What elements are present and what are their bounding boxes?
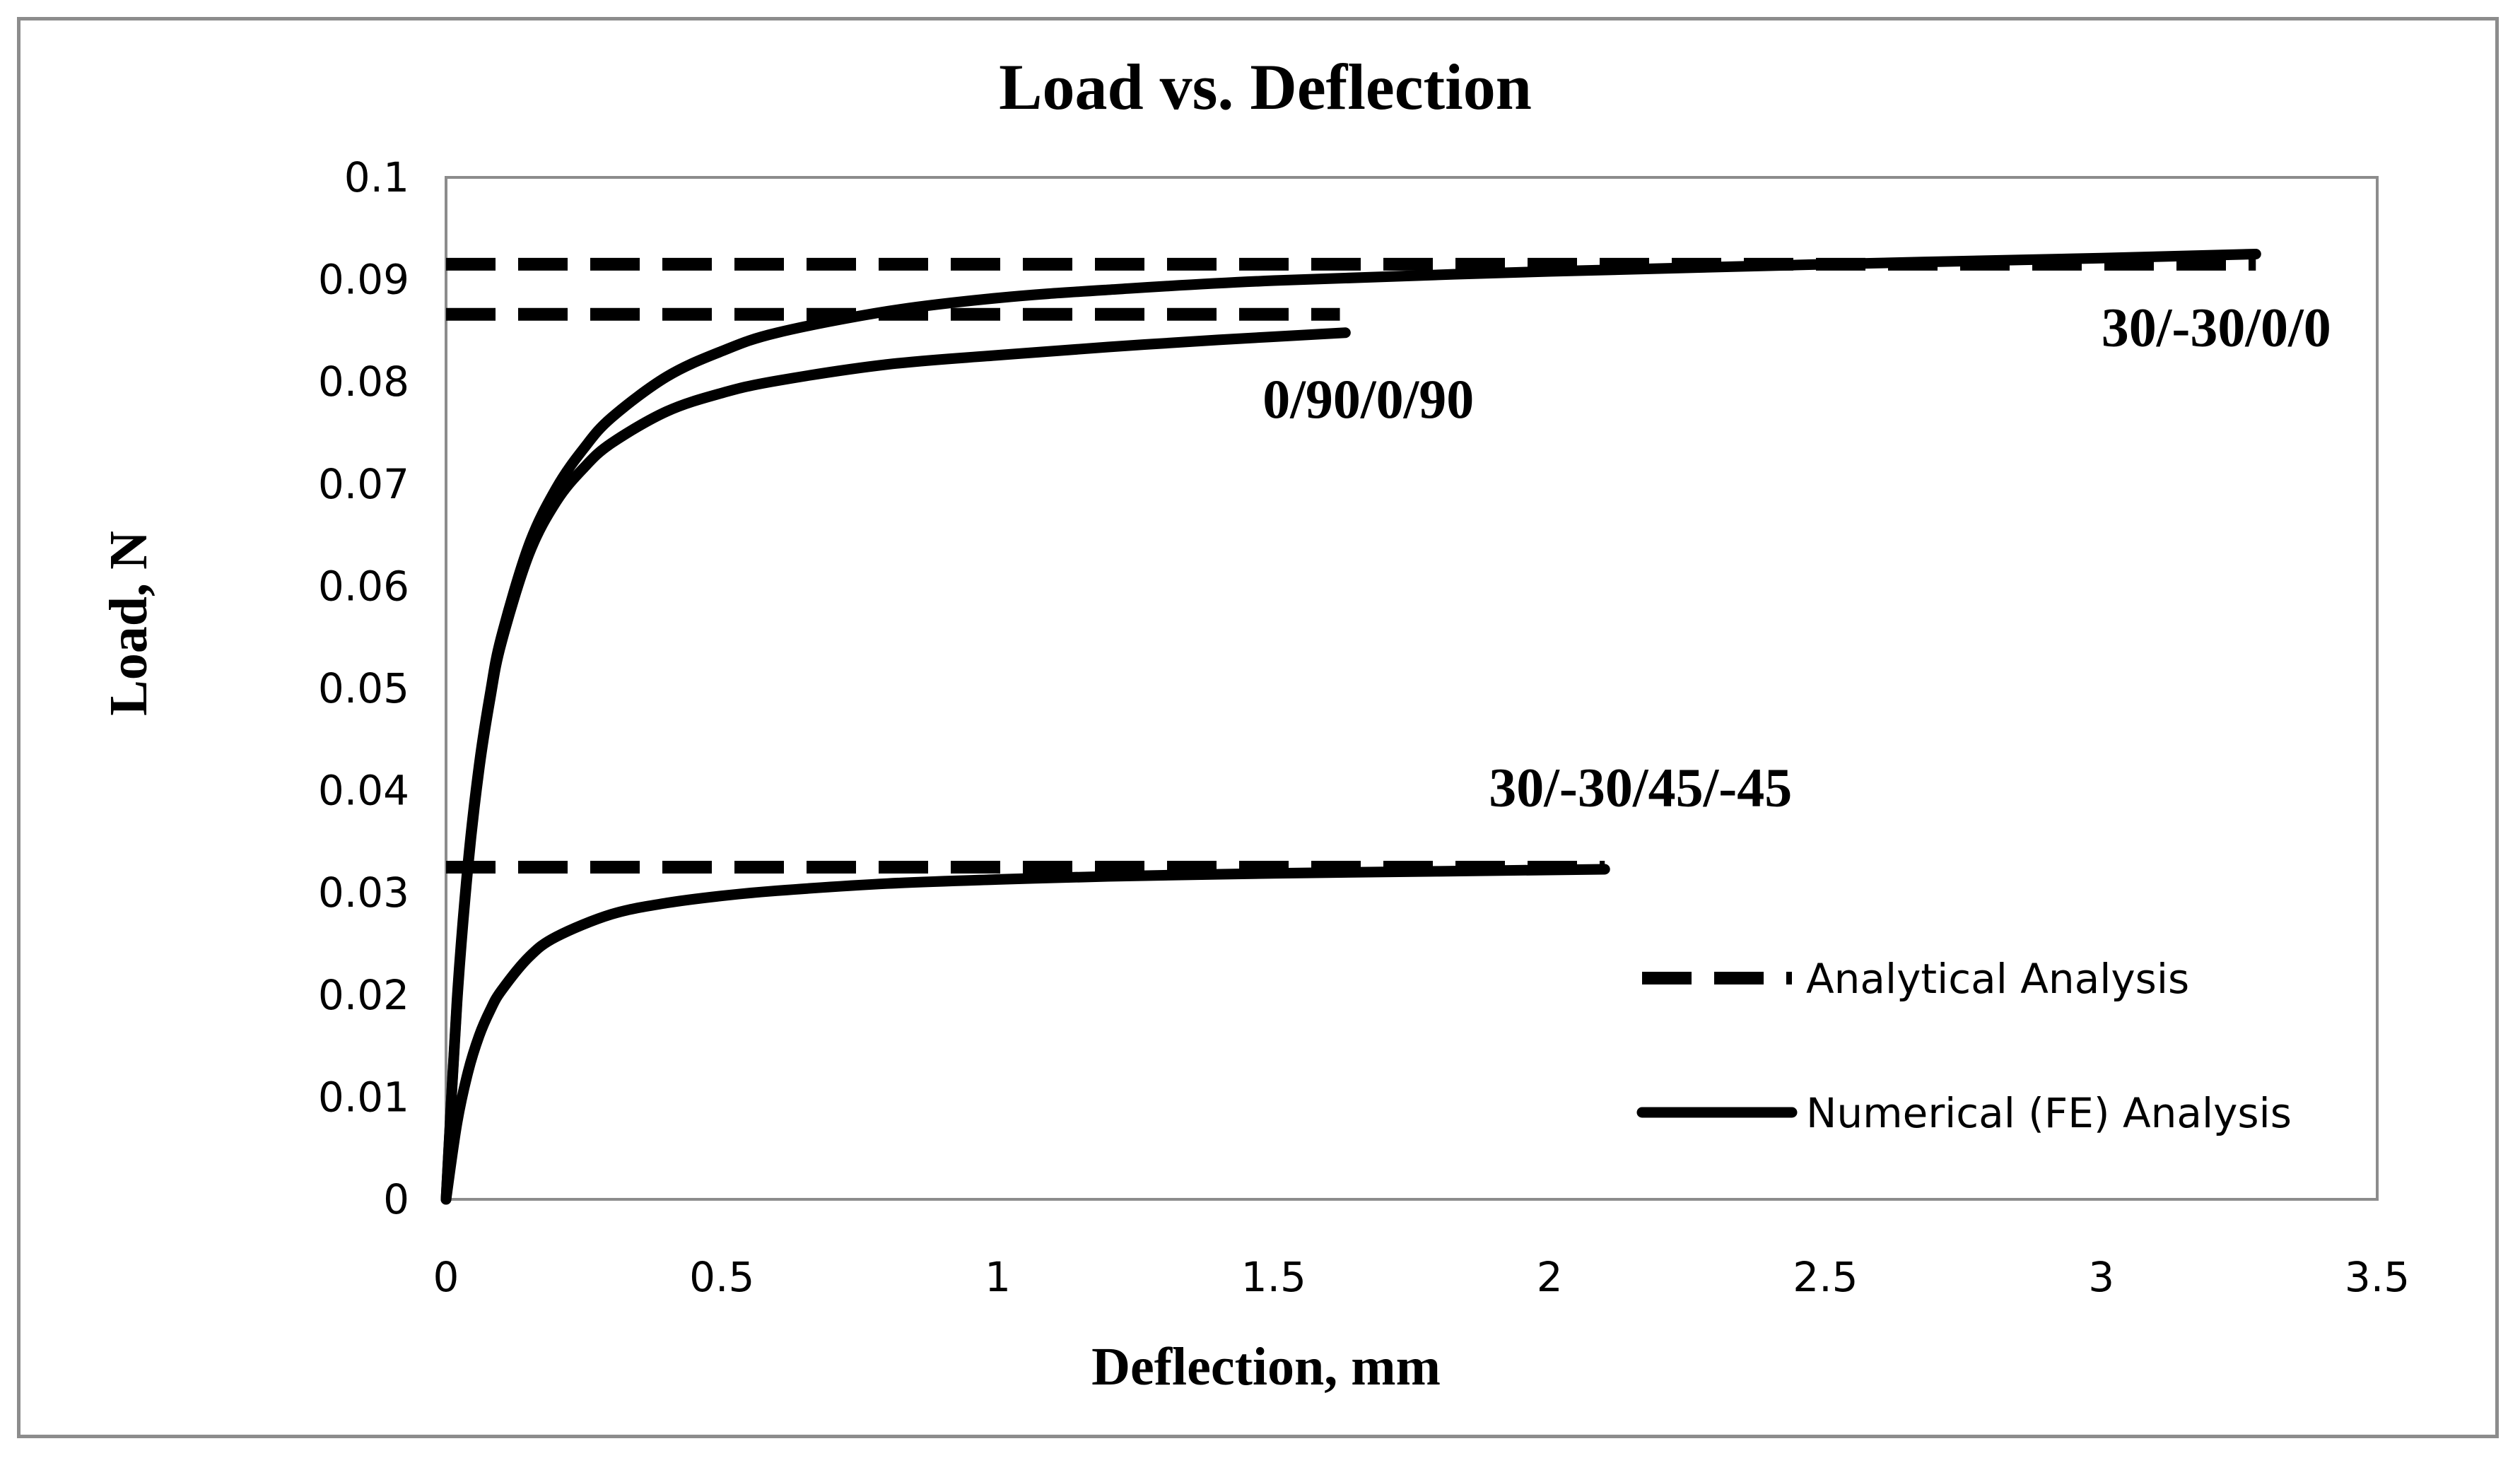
numerical-curve-0-90-0-90	[440, 327, 1351, 1205]
chart-title: Load vs. Deflection	[999, 51, 1532, 123]
y-tick-label: 0.03	[318, 869, 409, 917]
x-axis-ticks: 0 0.5 1 1.5 2 2.5 3 3.5	[433, 1253, 2410, 1301]
series-annotation: 0/90/0/90	[1262, 368, 1474, 430]
series-annotations: 30/-30/0/0 0/90/0/90 30/-30/45/-45	[1262, 297, 2331, 818]
y-tick-label: 0.1	[344, 153, 409, 201]
legend-label: Analytical Analysis	[1806, 955, 2189, 1003]
numerical-curve-30-m30-45-m45	[440, 864, 1610, 1205]
y-tick-label: 0.01	[318, 1073, 409, 1121]
x-tick-label: 3.5	[2345, 1253, 2410, 1301]
legend-label: Numerical (FE) Analysis	[1806, 1089, 2292, 1137]
load-vs-deflection-chart: Load vs. Deflection 0 0.01 0.02 0.03 0.04 0.0…	[99, 51, 2410, 1397]
series-lines	[440, 248, 2261, 1205]
legend: Analytical Analysis Numerical (FE) Analys…	[1636, 955, 2292, 1137]
plot-area	[445, 176, 2379, 1201]
y-tick-label: 0.05	[318, 664, 409, 712]
x-tick-label: 0.5	[689, 1253, 754, 1301]
y-tick-label: 0.08	[318, 358, 409, 406]
x-tick-label: 3	[2088, 1253, 2114, 1301]
y-axis-ticks: 0 0.01 0.02 0.03 0.04 0.05 0.06 0.07 0.08 0.09 0.1	[318, 153, 409, 1223]
x-axis-title: Deflection, mm	[1091, 1337, 1441, 1397]
x-tick-label: 0	[433, 1253, 459, 1301]
x-tick-label: 1.5	[1241, 1253, 1306, 1301]
x-tick-label: 2	[1537, 1253, 1563, 1301]
y-axis-title: Load, N	[99, 531, 158, 716]
y-tick-label: 0	[383, 1175, 409, 1223]
plot-area-border	[445, 176, 2379, 1201]
x-tick-label: 2.5	[1793, 1253, 1858, 1301]
series-annotation: 30/-30/45/-45	[1489, 756, 1792, 818]
series-annotation: 30/-30/0/0	[2102, 297, 2331, 358]
y-tick-label: 0.06	[318, 562, 409, 610]
y-tick-label: 0.07	[318, 460, 409, 508]
y-tick-label: 0.02	[318, 971, 409, 1019]
y-tick-label: 0.04	[318, 767, 409, 815]
y-tick-label: 0.09	[318, 256, 409, 304]
x-tick-label: 1	[985, 1253, 1011, 1301]
chart-frame: Load vs. Deflection 0 0.01 0.02 0.03 0.04 0.0…	[17, 17, 2499, 1438]
